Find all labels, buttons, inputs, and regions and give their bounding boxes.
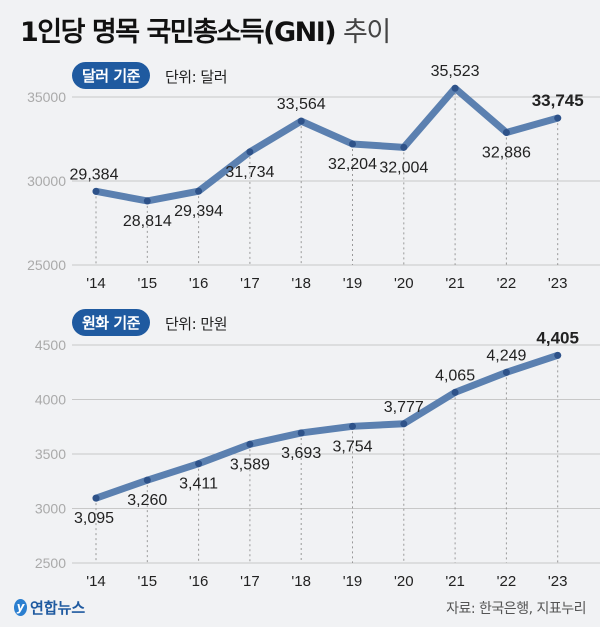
- krw-series-line: [92, 351, 562, 502]
- usd-ytick-label: 35000: [27, 89, 66, 105]
- page-title: 1인당 명목 국민총소득(GNI) 추이: [20, 10, 391, 49]
- usd-data-point: [143, 197, 151, 205]
- krw-data-label: 3,754: [332, 438, 372, 455]
- usd-xtick-label: '18: [291, 275, 311, 292]
- yonhap-logo: y 연합뉴스: [14, 597, 85, 618]
- krw-xtick-label: '22: [497, 573, 517, 590]
- usd-data-label: 35,523: [431, 63, 480, 80]
- usd-xtick-label: '20: [394, 275, 414, 292]
- usd-data-label: 29,384: [70, 166, 119, 183]
- krw-xtick-label: '16: [189, 573, 209, 590]
- krw-xtick-label: '23: [548, 573, 568, 590]
- usd-data-point: [349, 140, 356, 148]
- krw-xtick-label: '18: [291, 573, 311, 590]
- krw-data-point: [349, 422, 356, 430]
- logo-icon: y: [14, 599, 27, 616]
- krw-data-point: [92, 494, 100, 502]
- krw-unit: 단위: 만원: [165, 315, 228, 333]
- krw-data-point: [143, 476, 151, 484]
- usd-xtick-label: '19: [343, 275, 363, 292]
- usd-data-point: [400, 143, 408, 151]
- krw-data-label: 3,095: [74, 510, 114, 527]
- krw-data-label: 3,777: [384, 399, 424, 416]
- krw-data-point: [400, 420, 408, 428]
- usd-data-point: [502, 129, 510, 137]
- krw-data-label: 3,260: [127, 492, 167, 509]
- title-suffix: 추이: [343, 17, 391, 48]
- krw-data-label: 4,249: [486, 347, 526, 364]
- krw-data-label: 3,411: [179, 476, 218, 493]
- usd-xtick-label: '21: [445, 275, 465, 292]
- krw-xtick-label: '20: [394, 573, 414, 590]
- usd-unit: 단위: 달러: [165, 68, 228, 86]
- krw-ytick-label: 3000: [35, 501, 66, 517]
- krw-xtick-label: '14: [86, 573, 106, 590]
- usd-data-point: [195, 187, 203, 195]
- usd-data-label: 33,564: [277, 96, 326, 113]
- usd-data-label: 29,394: [174, 203, 223, 220]
- krw-data-point: [554, 351, 562, 359]
- usd-xtick-label: '17: [240, 275, 260, 292]
- krw-data-point: [297, 429, 305, 437]
- usd-data-label: 31,734: [225, 164, 274, 181]
- logo-text: 연합뉴스: [30, 599, 86, 617]
- usd-data-point: [92, 187, 100, 195]
- usd-ytick-label: 30000: [27, 173, 66, 189]
- usd-xtick-label: '22: [497, 275, 517, 292]
- usd-data-point: [246, 148, 254, 156]
- krw-xtick-label: '15: [138, 573, 158, 590]
- usd-data-point: [451, 84, 459, 92]
- usd-data-label: 28,814: [123, 213, 172, 230]
- krw-data-label: 4,065: [435, 367, 475, 384]
- krw-data-point: [195, 460, 203, 468]
- krw-xtick-label: '17: [240, 573, 260, 590]
- usd-xtick-label: '14: [86, 275, 106, 292]
- usd-xtick-label: '15: [138, 275, 158, 292]
- usd-data-label: 32,204: [328, 156, 377, 173]
- krw-data-point: [451, 388, 459, 396]
- krw-xtick-label: '19: [343, 573, 363, 590]
- krw-data-label: 3,589: [230, 456, 270, 473]
- usd-series-line: [92, 84, 562, 205]
- usd-ytick-label: 25000: [27, 257, 66, 273]
- krw-ytick-label: 3500: [35, 446, 66, 462]
- usd-data-point: [554, 114, 562, 122]
- usd-xtick-label: '16: [189, 275, 209, 292]
- krw-data-label: 3,693: [281, 445, 321, 462]
- usd-data-label: 32,886: [482, 145, 531, 162]
- usd-data-label: 33,745: [532, 91, 584, 110]
- krw-data-label: 4,405: [536, 328, 579, 347]
- krw-ytick-label: 4000: [35, 392, 66, 408]
- source-note: 자료: 한국은행, 지표누리: [446, 601, 586, 617]
- title-main: 1인당 명목 국민총소득(GNI): [20, 17, 337, 48]
- krw-badge: 원화 기준: [72, 309, 150, 336]
- krw-ytick-label: 4500: [35, 337, 66, 353]
- usd-data-point: [297, 117, 305, 125]
- krw-data-point: [502, 368, 510, 376]
- krw-ytick-label: 2500: [35, 555, 66, 571]
- usd-data-label: 32,004: [379, 159, 428, 176]
- usd-badge: 달러 기준: [72, 62, 150, 89]
- krw-data-point: [246, 440, 254, 448]
- krw-xtick-label: '21: [445, 573, 465, 590]
- usd-xtick-label: '23: [548, 275, 568, 292]
